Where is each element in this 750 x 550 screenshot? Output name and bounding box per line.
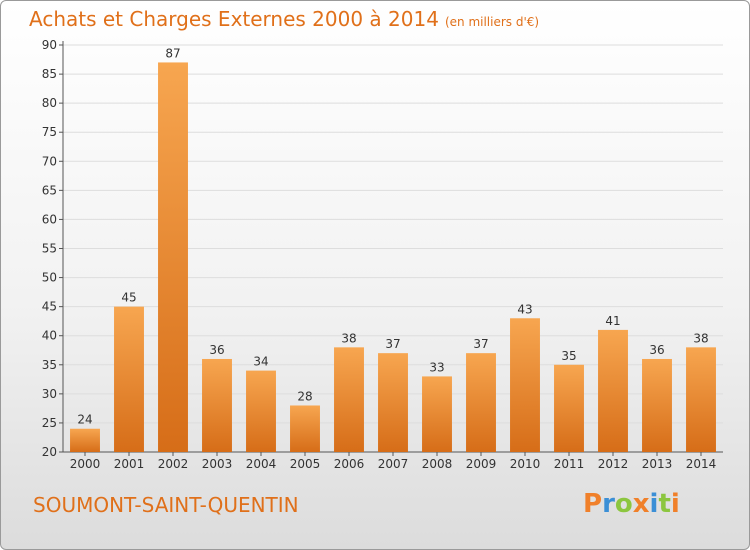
logo-letter: x	[632, 489, 650, 519]
logo-letter: o	[614, 489, 633, 519]
data-labels: 24 45 87 36 34 28 38 37 33 37 43 35 41 36 38	[77, 46, 708, 426]
y-tick-label: 45	[42, 300, 57, 314]
data-label: 34	[253, 355, 268, 369]
bar	[510, 318, 540, 452]
x-tick-label: 2000	[70, 457, 101, 471]
bar	[466, 353, 496, 452]
logo-letter: i	[670, 489, 680, 519]
data-label: 43	[517, 302, 532, 316]
bar	[70, 428, 100, 452]
data-label: 38	[693, 331, 708, 345]
y-tick-label: 85	[42, 67, 57, 81]
y-tick-label: 65	[42, 183, 57, 197]
x-tick-label: 2003	[202, 457, 233, 471]
data-label: 24	[77, 413, 92, 427]
logo-letter: t	[658, 489, 671, 519]
y-tick-label: 35	[42, 358, 57, 372]
bar	[378, 353, 408, 452]
chart-title: Achats et Charges Externes 2000 à 2014 (e…	[29, 7, 539, 31]
data-label: 35	[561, 349, 576, 363]
x-tick-label: 2013	[642, 457, 673, 471]
y-tick-label: 20	[42, 445, 57, 459]
bar	[642, 358, 672, 452]
y-tick-label: 40	[42, 329, 57, 343]
bar	[686, 347, 716, 452]
bar	[422, 376, 452, 452]
bar	[554, 364, 584, 452]
data-label: 38	[341, 331, 356, 345]
data-label: 36	[209, 343, 224, 357]
chart-title-text: Achats et Charges Externes 2000 à 2014	[29, 7, 439, 31]
bar	[114, 306, 144, 452]
x-tick-label: 2004	[246, 457, 277, 471]
data-label: 87	[165, 46, 180, 60]
data-label: 37	[473, 337, 488, 351]
y-tick-label: 75	[42, 125, 57, 139]
y-tick-label: 50	[42, 271, 57, 285]
bar	[334, 347, 364, 452]
x-tick-label: 2010	[510, 457, 541, 471]
data-label: 45	[121, 291, 136, 305]
chart-subtitle: (en milliers d'€)	[444, 15, 540, 29]
x-tick-label: 2002	[158, 457, 189, 471]
x-tick-label: 2006	[334, 457, 365, 471]
data-label: 33	[429, 360, 444, 374]
y-tick-label: 90	[42, 38, 57, 52]
x-tick-label: 2001	[114, 457, 145, 471]
x-tick-label: 2012	[598, 457, 629, 471]
proxiti-logo[interactable]: Proxiti	[583, 489, 680, 519]
logo-letter: i	[649, 489, 659, 519]
data-label: 28	[297, 389, 312, 403]
x-tick-label: 2007	[378, 457, 409, 471]
x-tick-label: 2005	[290, 457, 321, 471]
place-name: SOUMONT-SAINT-QUENTIN	[33, 493, 299, 517]
y-tick-label: 55	[42, 242, 57, 256]
x-tick-label: 2011	[554, 457, 585, 471]
y-tick-label: 70	[42, 154, 57, 168]
y-tick-label: 80	[42, 96, 57, 110]
bar	[290, 405, 320, 452]
data-label: 36	[649, 343, 664, 357]
y-tick-label: 30	[42, 387, 57, 401]
y-tick-label: 25	[42, 416, 57, 430]
bar	[158, 62, 188, 452]
bar	[202, 358, 232, 452]
x-tick-label: 2008	[422, 457, 453, 471]
bar	[598, 329, 628, 452]
bar	[246, 370, 276, 452]
logo-letter: P	[583, 489, 603, 519]
bars	[70, 62, 716, 452]
data-label: 37	[385, 337, 400, 351]
data-label: 41	[605, 314, 620, 328]
x-tick-label: 2014	[686, 457, 717, 471]
logo-letter: r	[602, 489, 615, 519]
x-tick-label: 2009	[466, 457, 497, 471]
y-tick-label: 60	[42, 212, 57, 226]
